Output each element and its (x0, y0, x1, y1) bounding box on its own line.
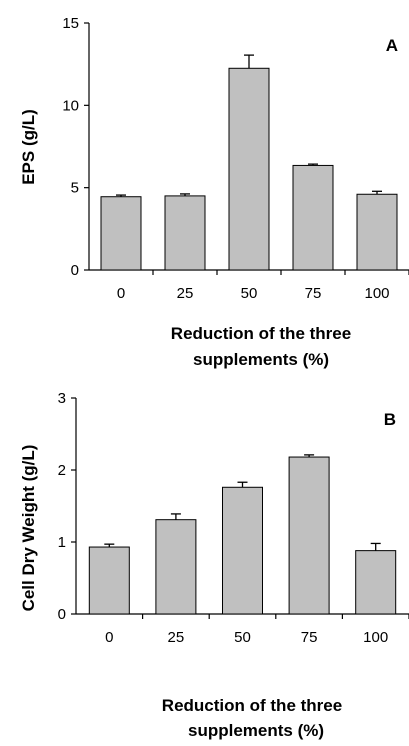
y-tick-label: 15 (62, 15, 79, 32)
x-axis-title-line-1: Reduction of the three (162, 696, 342, 715)
bar (88, 546, 130, 615)
x-tick-label: 25 (177, 285, 194, 302)
bar (356, 193, 398, 271)
x-tick-label: 100 (364, 285, 389, 302)
chart-panel-b: Cell Dry Weight (g/L) B Reduction of the… (0, 373, 409, 746)
y-tick-label: 5 (71, 180, 79, 197)
y-tick-label: 0 (58, 606, 66, 623)
y-tick-label: 1 (58, 534, 66, 551)
bar (355, 550, 397, 615)
x-tick-label: 100 (363, 629, 388, 646)
bar (288, 456, 330, 615)
panel-label: B (384, 410, 396, 429)
bar (292, 164, 334, 271)
bar (222, 486, 263, 615)
x-tick-label: 75 (305, 285, 322, 302)
chart-panel-a: EPS (g/L) A Reduction of the three suppl… (19, 15, 409, 369)
x-axis-title-line-2: supplements (%) (193, 350, 329, 369)
y-axis-title: Cell Dry Weight (g/L) (19, 445, 38, 612)
y-tick-label: 0 (71, 262, 79, 279)
x-tick-label: 75 (301, 629, 318, 646)
eps-bar-chart: EPS (g/L) A Reduction of the three suppl… (19, 15, 409, 369)
bar (155, 519, 197, 615)
x-tick-label: 0 (117, 285, 125, 302)
y-tick-label: 3 (58, 390, 66, 407)
bar (100, 196, 142, 271)
x-axis-title-line-1: Reduction of the three (171, 324, 351, 343)
bar (164, 195, 206, 271)
panel-label: A (386, 36, 398, 55)
x-tick-label: 25 (168, 629, 185, 646)
x-axis-title-line-2: supplements (%) (188, 721, 324, 740)
x-tick-label: 0 (105, 629, 113, 646)
x-tick-label: 50 (241, 285, 258, 302)
y-axis-title: EPS (g/L) (19, 109, 38, 185)
bar (228, 67, 270, 271)
y-tick-label: 2 (58, 462, 66, 479)
y-tick-label: 10 (62, 97, 79, 114)
cell-dry-weight-bar-chart: Cell Dry Weight (g/L) B Reduction of the… (19, 390, 409, 740)
x-tick-label: 50 (234, 629, 251, 646)
